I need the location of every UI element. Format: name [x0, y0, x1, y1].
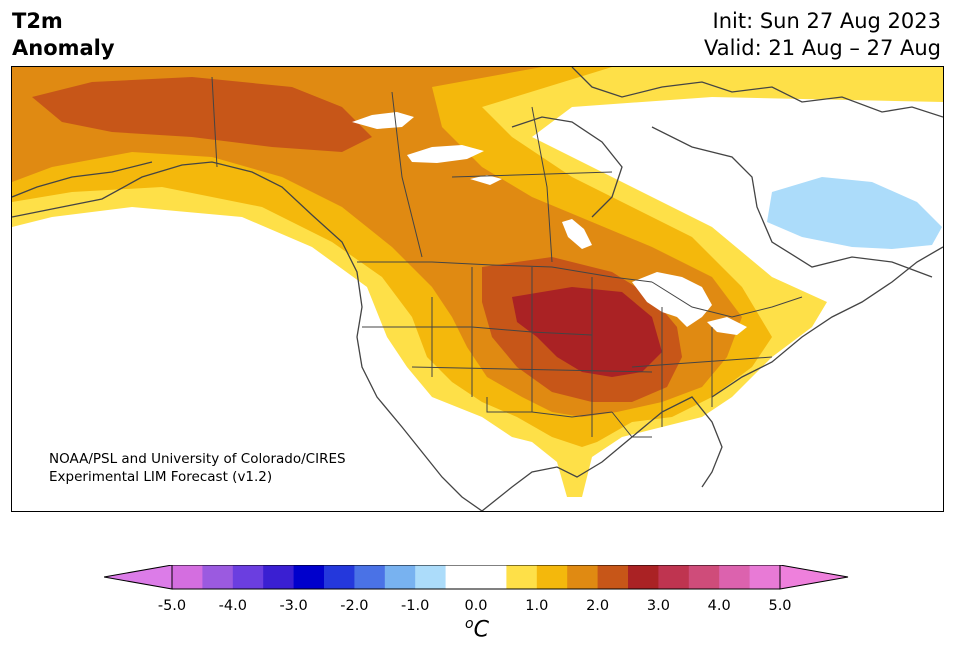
- anomaly-contours: [12, 67, 943, 497]
- credit-line2: Experimental LIM Forecast (v1.2): [49, 469, 273, 485]
- unit-degree: o: [465, 616, 474, 632]
- colorbar-cell: [476, 565, 507, 589]
- colorbar-cell: [567, 565, 599, 589]
- colorbar-cell: [263, 565, 295, 589]
- political-borders: [211, 76, 803, 438]
- date-info: Init: Sun 27 Aug 2023 Valid: 21 Aug – 27…: [704, 8, 941, 62]
- colorbar-frame: [171, 565, 781, 590]
- colorbar-tick-label: -4.0: [218, 598, 247, 614]
- colorbar-cell: [354, 565, 386, 589]
- colorbar-cell: [172, 565, 203, 589]
- valid-date: Valid: 21 Aug – 27 Aug: [703, 36, 941, 60]
- colorbar-cell: [688, 565, 720, 589]
- colorbar: [104, 565, 849, 590]
- colorbar-under-arrow: [104, 565, 173, 590]
- contour-5c: [512, 287, 662, 377]
- colorbar-tick-label: -1.0: [401, 598, 430, 614]
- colorbar-tick-label: 0.0: [464, 598, 488, 614]
- cold-anomaly: [767, 177, 942, 249]
- colorbar-tick-label: 1.0: [525, 598, 549, 614]
- colorbar-cell: [536, 565, 568, 589]
- colorbar-cell: [384, 565, 416, 589]
- colorbar-ticks: -5.0 -4.0 -3.0 -2.0 -1.0 0.0 1.0 2.0 3.0 4.0 5.0: [0, 598, 953, 618]
- colorbar-over-arrow: [779, 565, 849, 590]
- colorbar-tick-label: -5.0: [157, 598, 187, 614]
- map-title: T2m Anomaly: [12, 8, 115, 62]
- colorbar-tick-label: 2.0: [586, 598, 610, 614]
- colorbar-cell: [445, 565, 477, 589]
- init-date: Init: Sun 27 Aug 2023: [712, 9, 941, 33]
- colorbar-cell: [597, 565, 629, 589]
- colorbar-cell: [293, 565, 325, 589]
- credit-text: NOAA/PSL and University of Colorado/CIRE…: [49, 450, 346, 486]
- colorbar-unit: oC: [465, 616, 489, 642]
- colorbar-cell: [506, 565, 538, 589]
- anomaly-map: [11, 66, 944, 512]
- colorbar-cell: [202, 565, 234, 589]
- colorbar-tick-label: -3.0: [279, 598, 308, 614]
- colorbar-tick-label: 4.0: [707, 598, 731, 614]
- title-line2: Anomaly: [12, 36, 115, 60]
- colorbar-cells: [172, 565, 781, 589]
- colorbar-tick-label: 3.0: [646, 598, 670, 614]
- colorbar-cell: [628, 565, 659, 589]
- title-line1: T2m: [12, 9, 63, 33]
- map-canvas: [12, 67, 943, 511]
- colorbar-cell: [415, 565, 447, 589]
- colorbar-cell: [658, 565, 690, 589]
- unit-letter: C: [473, 617, 489, 643]
- colorbar-cell: [749, 565, 781, 589]
- credit-line1: NOAA/PSL and University of Colorado/CIRE…: [49, 451, 346, 467]
- colorbar-cell: [324, 565, 355, 589]
- lakes: [352, 112, 747, 335]
- colorbar-cell: [719, 565, 751, 589]
- colorbar-tick-label: 5.0: [768, 598, 792, 614]
- colorbar-cell: [232, 565, 264, 589]
- colorbar-tick-label: -2.0: [340, 598, 369, 614]
